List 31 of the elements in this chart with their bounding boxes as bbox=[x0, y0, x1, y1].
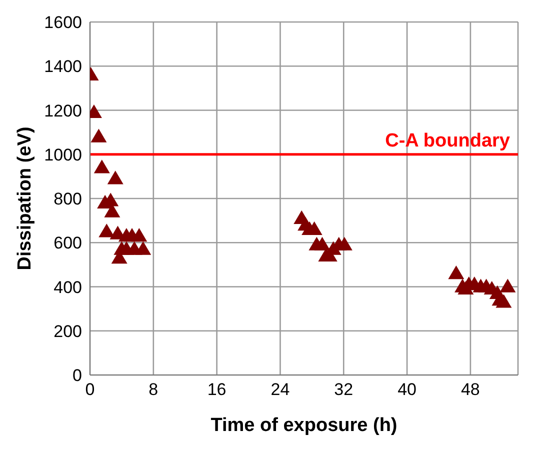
point bbox=[448, 266, 464, 280]
x-tick-label: 16 bbox=[207, 380, 226, 400]
x-tick-label: 0 bbox=[85, 380, 95, 400]
y-axis-title: Dissipation (eV) bbox=[14, 126, 36, 270]
y-tick-label: 400 bbox=[54, 278, 82, 297]
x-tick-label: 40 bbox=[398, 380, 416, 400]
x-tick-label: 48 bbox=[460, 380, 480, 400]
point bbox=[496, 294, 512, 308]
point bbox=[314, 236, 330, 250]
point bbox=[114, 241, 130, 255]
point bbox=[135, 241, 152, 255]
x-tick-label: 24 bbox=[270, 380, 290, 400]
y-tick-label: 1600 bbox=[44, 13, 82, 32]
y-tick-label: 1200 bbox=[44, 101, 82, 120]
point bbox=[98, 224, 115, 238]
ref-line-label: C-A boundary bbox=[385, 130, 510, 152]
y-tick-label: 600 bbox=[54, 234, 82, 253]
y-tick-label: 0 bbox=[72, 366, 82, 386]
y-tick-label: 200 bbox=[54, 322, 82, 341]
y-tick-label: 1000 bbox=[44, 145, 82, 164]
point bbox=[131, 228, 148, 242]
point bbox=[500, 278, 516, 292]
x-axis-title: Time of exposure (h) bbox=[210, 415, 398, 436]
point bbox=[458, 280, 474, 295]
point bbox=[94, 160, 110, 174]
y-tick-label: 800 bbox=[54, 190, 82, 209]
x-tick-label: 32 bbox=[334, 380, 354, 400]
point bbox=[107, 170, 124, 184]
y-tick-label: 1400 bbox=[44, 57, 82, 76]
x-tick-label: 8 bbox=[148, 380, 158, 400]
point bbox=[90, 128, 107, 142]
